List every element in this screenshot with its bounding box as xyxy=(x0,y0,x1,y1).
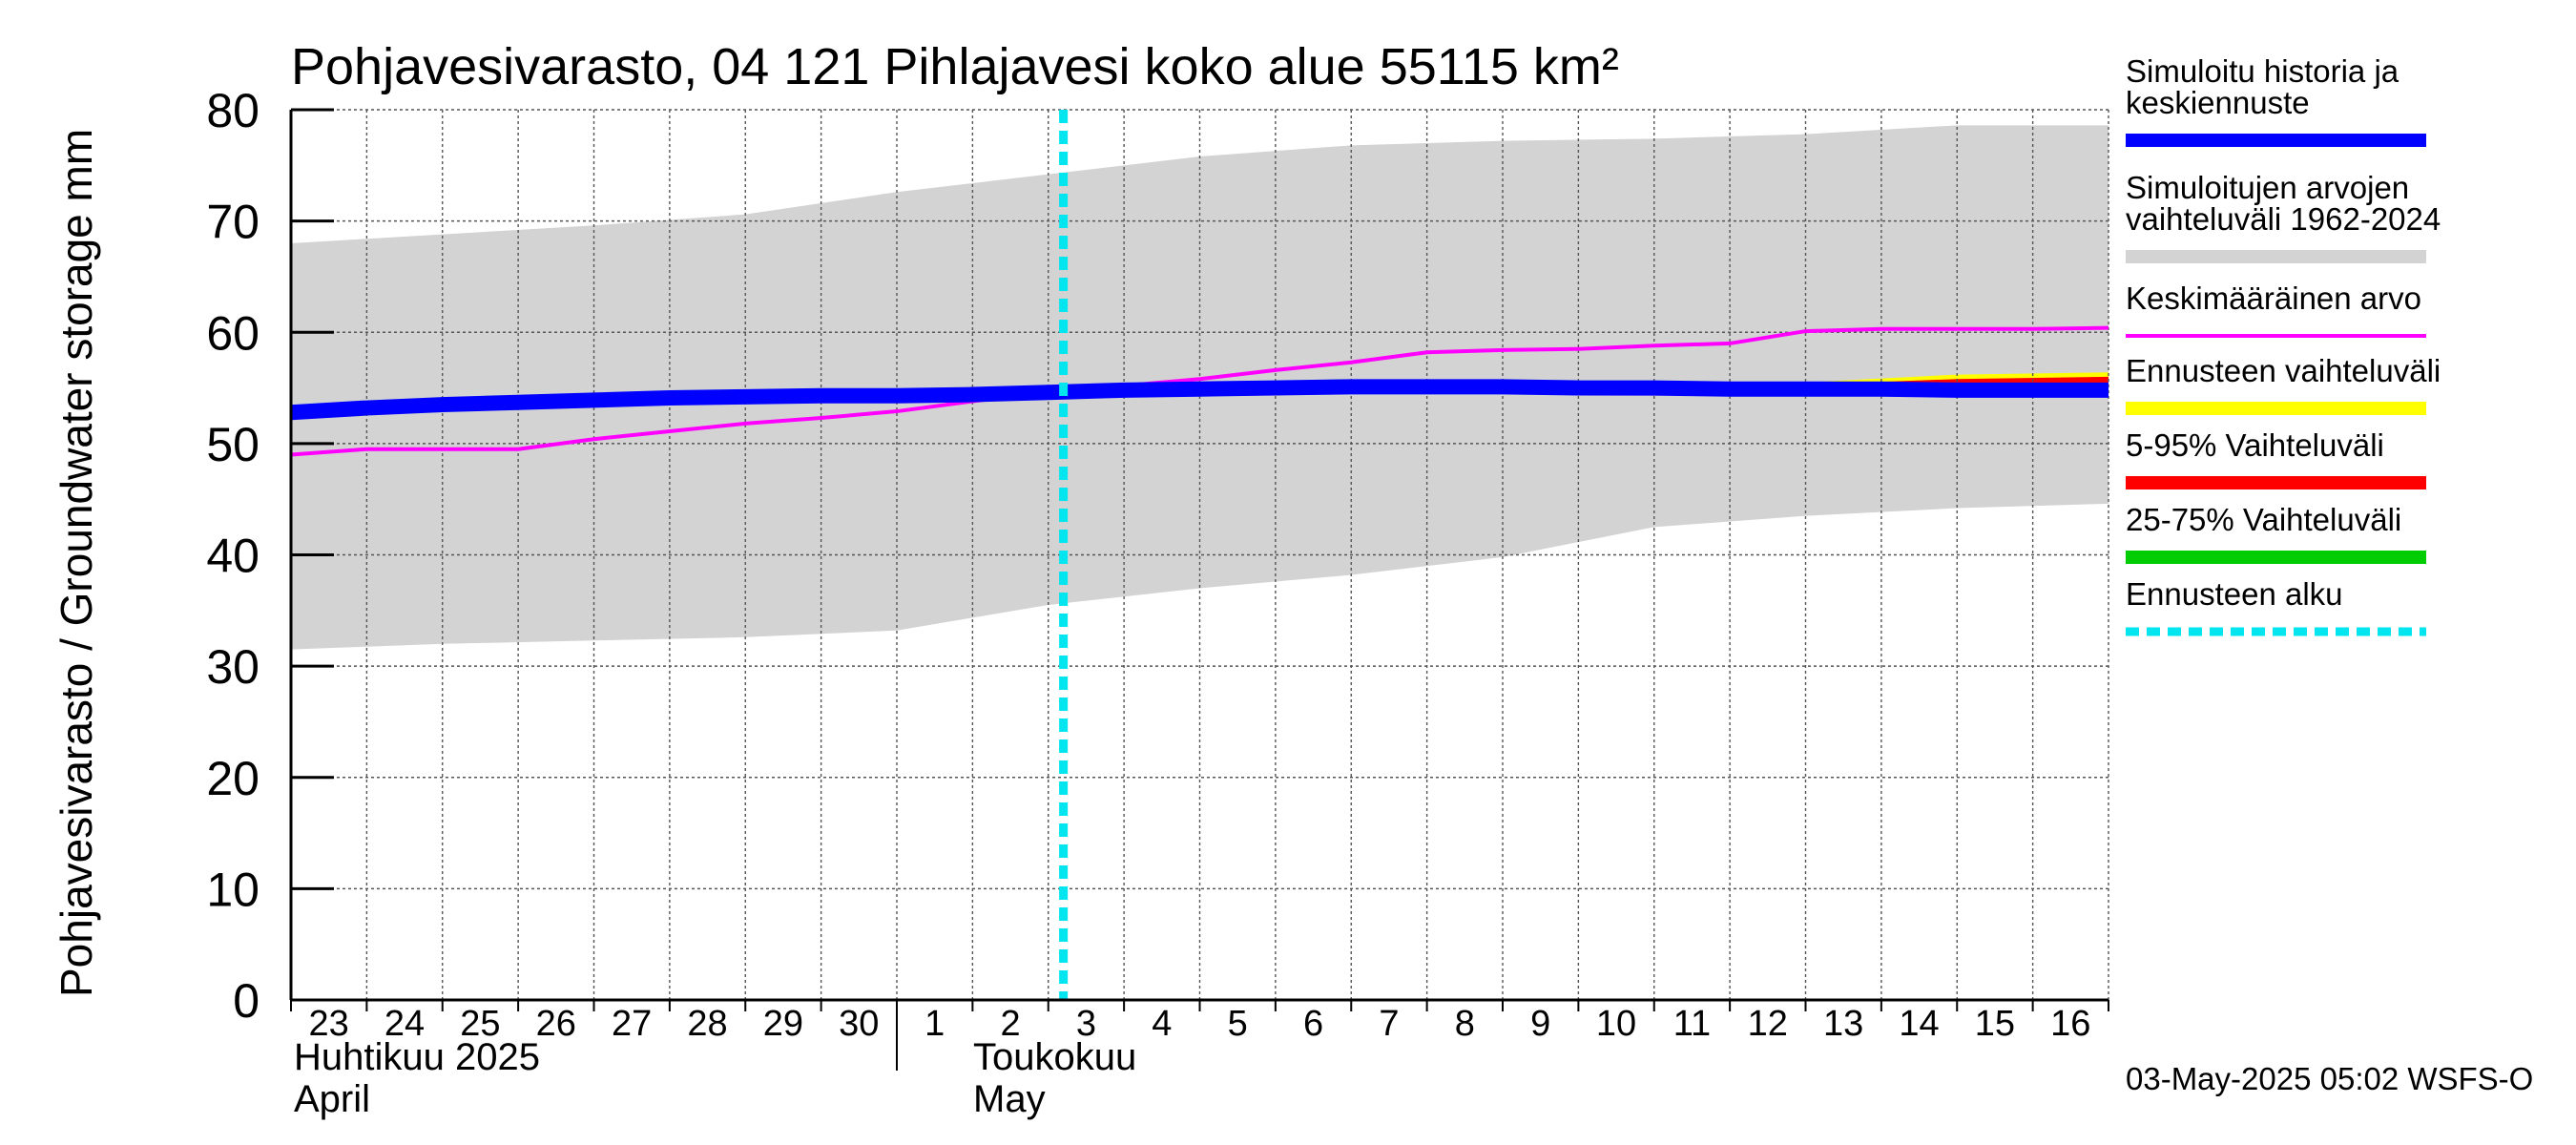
legend-label: 25-75% Vaihteluväli xyxy=(2126,502,2401,537)
month-label-en: April xyxy=(294,1078,370,1120)
x-tick-label: 3 xyxy=(1076,1004,1096,1044)
legend-label: Ennusteen vaihteluväli xyxy=(2126,353,2441,388)
y-tick-label: 60 xyxy=(206,306,260,360)
x-tick-label: 23 xyxy=(309,1004,349,1044)
x-tick-label: 14 xyxy=(1899,1004,1939,1044)
month-label-en: May xyxy=(973,1078,1046,1120)
x-tick-label: 25 xyxy=(460,1004,500,1044)
x-tick-label: 7 xyxy=(1379,1004,1399,1044)
y-tick-label: 80 xyxy=(206,84,260,137)
legend-label: vaihteluväli 1962-2024 xyxy=(2126,201,2441,237)
x-tick-label: 27 xyxy=(612,1004,652,1044)
x-tick-label: 6 xyxy=(1303,1004,1323,1044)
legend-label: Simuloitu historia ja xyxy=(2126,53,2399,89)
y-tick-label: 40 xyxy=(206,530,260,583)
x-tick-label: 30 xyxy=(839,1004,879,1044)
x-tick-label: 10 xyxy=(1596,1004,1636,1044)
y-tick-label: 20 xyxy=(206,752,260,805)
legend-label: 5-95% Vaihteluväli xyxy=(2126,427,2384,463)
x-tick-label: 9 xyxy=(1530,1004,1550,1044)
legend-label: keskiennuste xyxy=(2126,85,2310,120)
legend-label: Keskimääräinen arvo xyxy=(2126,281,2421,316)
x-tick-label: 16 xyxy=(2050,1004,2090,1044)
x-tick-label: 4 xyxy=(1152,1004,1172,1044)
x-tick-label: 29 xyxy=(763,1004,803,1044)
y-tick-label: 0 xyxy=(233,974,260,1028)
x-tick-label: 24 xyxy=(384,1004,425,1044)
line-layer xyxy=(290,110,2109,1000)
x-tick-label: 28 xyxy=(687,1004,727,1044)
x-tick-label: 26 xyxy=(536,1004,576,1044)
simulated-history-line xyxy=(290,379,2109,421)
mean-value-line xyxy=(290,325,2109,457)
y-tick-label: 50 xyxy=(206,418,260,471)
y-tick-label: 30 xyxy=(206,640,260,694)
x-tick-label: 15 xyxy=(1975,1004,2015,1044)
chart-title: Pohjavesivarasto, 04 121 Pihlajavesi kok… xyxy=(291,38,1619,95)
timestamp: 03-May-2025 05:02 WSFS-O xyxy=(2126,1061,2533,1096)
x-tick-label: 2 xyxy=(1000,1004,1020,1044)
month-label: Toukokuu xyxy=(973,1036,1136,1078)
x-tick-label: 13 xyxy=(1823,1004,1863,1044)
x-tick-label: 8 xyxy=(1455,1004,1475,1044)
x-tick-label: 12 xyxy=(1748,1004,1788,1044)
x-tick-label: 11 xyxy=(1673,1004,1711,1044)
y-tick-label: 10 xyxy=(206,863,260,916)
legend-label: Ennusteen alku xyxy=(2126,576,2343,612)
x-tick-label: 1 xyxy=(924,1004,945,1044)
legend-label: Simuloitujen arvojen xyxy=(2126,170,2409,205)
month-label: Huhtikuu 2025 xyxy=(294,1036,540,1078)
y-axis-label: Pohjavesivarasto / Groundwater storage m… xyxy=(52,129,101,997)
y-tick-label: 70 xyxy=(206,196,260,249)
x-tick-label: 5 xyxy=(1228,1004,1248,1044)
